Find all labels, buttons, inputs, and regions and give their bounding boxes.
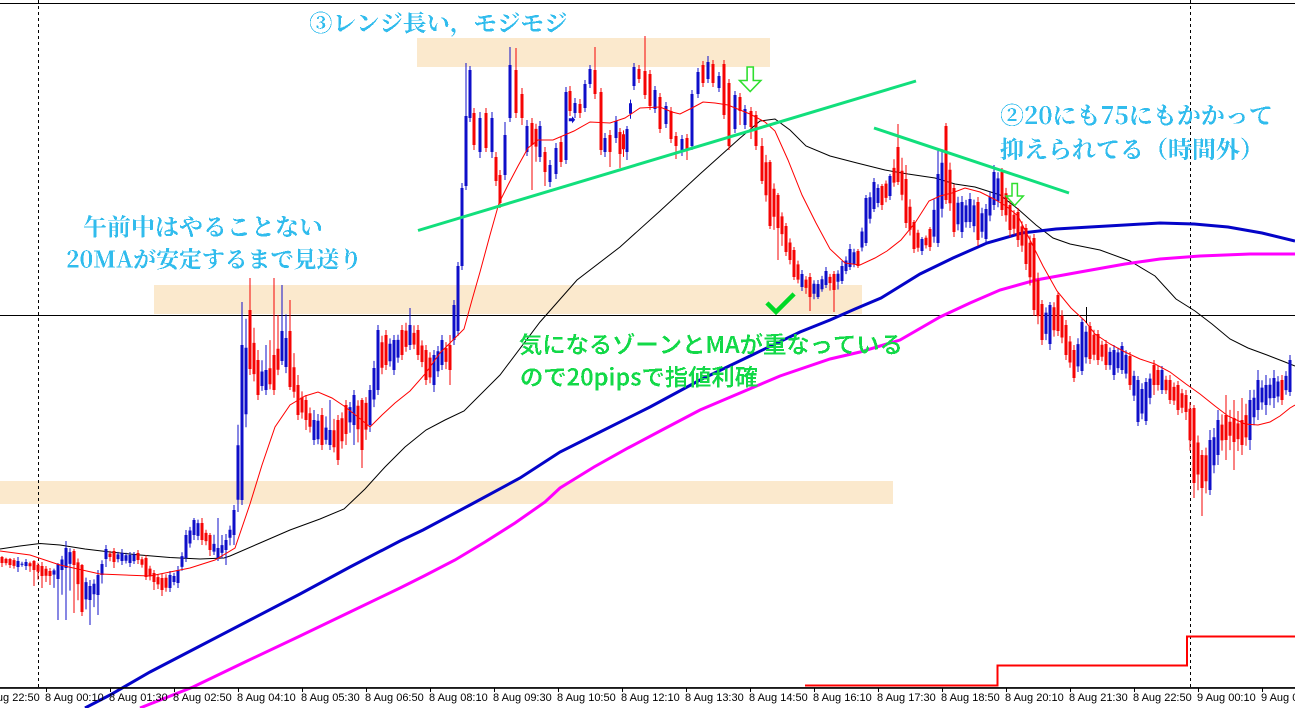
svg-text:8 Aug 18:50: 8 Aug 18:50 — [941, 692, 1000, 704]
svg-text:8 Aug 06:50: 8 Aug 06:50 — [365, 692, 424, 704]
svg-text:8 Aug 16:10: 8 Aug 16:10 — [813, 692, 872, 704]
svg-text:8 Aug 22:50: 8 Aug 22:50 — [1133, 692, 1192, 704]
svg-text:8 Aug 14:50: 8 Aug 14:50 — [749, 692, 808, 704]
svg-text:8 Aug 20:10: 8 Aug 20:10 — [1005, 692, 1064, 704]
svg-text:9 Aug 00:10: 9 Aug 00:10 — [1197, 692, 1256, 704]
svg-text:8 Aug 04:10: 8 Aug 04:10 — [237, 692, 296, 704]
svg-text:8 Aug 05:30: 8 Aug 05:30 — [301, 692, 360, 704]
svg-text:8 Aug 10:50: 8 Aug 10:50 — [557, 692, 616, 704]
svg-text:8 Aug 01:30: 8 Aug 01:30 — [109, 692, 168, 704]
svg-text:8 Aug 13:30: 8 Aug 13:30 — [685, 692, 744, 704]
svg-text:8 Aug 21:30: 8 Aug 21:30 — [1069, 692, 1128, 704]
svg-text:8 Aug 02:50: 8 Aug 02:50 — [173, 692, 232, 704]
svg-text:9 Aug 01:30: 9 Aug 01:30 — [1261, 692, 1295, 704]
svg-text:8 Aug 08:10: 8 Aug 08:10 — [429, 692, 488, 704]
svg-text:8 Aug 12:10: 8 Aug 12:10 — [621, 692, 680, 704]
svg-text:8 Aug 00:10: 8 Aug 00:10 — [45, 692, 104, 704]
svg-text:8 Aug 17:30: 8 Aug 17:30 — [877, 692, 936, 704]
svg-text:8 Aug 09:30: 8 Aug 09:30 — [493, 692, 552, 704]
svg-text:7 Aug 22:50: 7 Aug 22:50 — [0, 692, 40, 704]
